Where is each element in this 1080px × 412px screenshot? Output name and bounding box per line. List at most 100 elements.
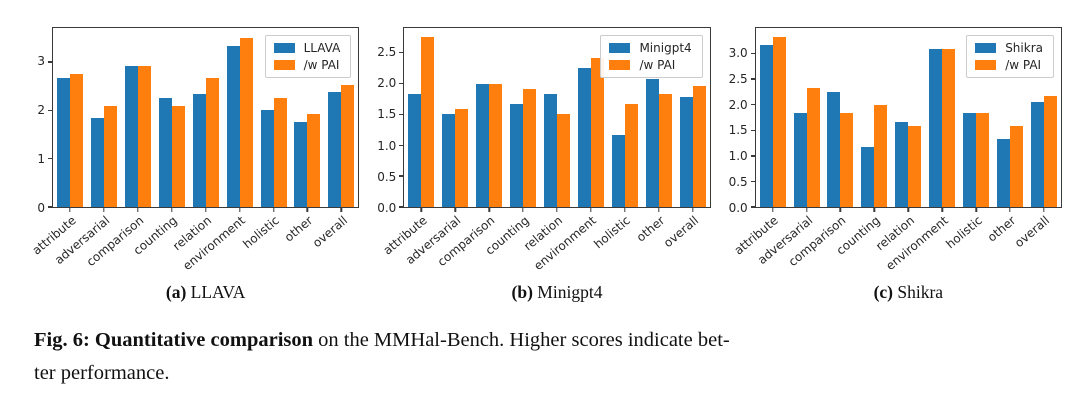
legend-label: Shikra (1005, 41, 1043, 55)
bar-group-comparison (827, 28, 854, 207)
y-axis: 0 1 2 3 (18, 27, 52, 214)
bar-group-other (645, 28, 672, 207)
sub-caption-b: (b) Minigpt4 (403, 282, 710, 303)
sub-caption-text: LLAVA (190, 282, 246, 302)
bar-attribute-pai (421, 37, 435, 207)
legend: Minigpt4/w PAI (600, 35, 703, 78)
sub-caption-label: (a) (165, 282, 187, 302)
bar-adversarial-pai (103, 106, 117, 207)
bar-other-pai (1010, 126, 1024, 207)
y-tick-mark (750, 78, 755, 80)
y-tick-mark (399, 82, 404, 85)
legend-item: /w PAI (609, 59, 691, 71)
x-tick-label: holistic (240, 213, 282, 252)
y-tick-mark (48, 157, 52, 160)
charts-row: 0 1 2 3 LLAVA/w PAI attribute adversarial com… (18, 14, 1062, 302)
x-tick-label: holistic (591, 213, 634, 252)
legend-item: Shikra (975, 42, 1043, 54)
bar-environment-pai (942, 49, 956, 207)
sub-caption-label: (b) (511, 282, 533, 302)
y-tick-label: 2.0 (377, 76, 397, 91)
bar-relation-base (192, 94, 206, 207)
bar-other-base (294, 122, 308, 207)
x-tick-mark (624, 208, 626, 212)
bar-group-other (997, 28, 1024, 207)
y-tick-mark (399, 206, 404, 208)
bar-holistic-base (611, 134, 625, 207)
x-tick-mark (306, 208, 309, 212)
x-tick-mark (873, 208, 876, 212)
plot-area: Minigpt4/w PAI attribute adversarial compa… (381, 27, 711, 273)
x-tick-mark (137, 208, 139, 212)
bar-comparison-base (476, 83, 490, 207)
x-tick-label: overall (1012, 213, 1053, 251)
sub-caption-label: (c) (873, 282, 893, 302)
y-tick-label: 0.5 (377, 169, 397, 184)
bar-adversarial-base (793, 113, 807, 207)
bar-counting-pai (523, 88, 537, 207)
chart-minigpt4: 0.0 0.5 1.0 1.5 2.0 2.5 Minigpt4/w PAI attrib… (369, 14, 711, 302)
y-tick-mark (750, 129, 755, 131)
x-tick-mark (590, 208, 592, 212)
bar-group-adversarial (442, 28, 469, 207)
y-tick-label: 0.0 (728, 201, 748, 215)
y-tick-label: 1.5 (728, 123, 748, 138)
bar-group-adversarial (793, 28, 820, 207)
sub-caption-a: (a) LLAVA (52, 282, 359, 303)
bar-adversarial-pai (455, 109, 469, 207)
bar-environment-base (929, 49, 943, 207)
bar-other-pai (658, 94, 672, 207)
y-tick-mark (48, 61, 52, 63)
bar-comparison-pai (137, 65, 151, 207)
bar-overall-base (1031, 102, 1045, 207)
y-tick-mark (750, 52, 755, 55)
x-tick-mark (839, 208, 842, 212)
bar-group-comparison (124, 28, 151, 207)
x-tick-mark (69, 208, 71, 212)
y-tick-label: 2 (37, 103, 45, 118)
bar-group-environment (929, 28, 956, 207)
y-tick-label: 1.5 (377, 107, 397, 122)
bar-relation-pai (908, 126, 922, 207)
bar-group-overall (679, 28, 706, 207)
figure-caption-bold: Fig. 6: Quantitative comparison (34, 329, 314, 351)
legend-swatch (609, 43, 631, 53)
bar-counting-pai (171, 106, 185, 207)
bar-group-overall (328, 28, 355, 207)
x-tick-mark (556, 208, 558, 212)
legend-label: /w PAI (1005, 58, 1042, 72)
y-tick-mark (750, 155, 755, 157)
x-tick-mark (103, 208, 105, 212)
bar-group-attribute (56, 28, 83, 207)
bar-group-adversarial (90, 28, 117, 207)
chart-shikra: 0.0 0.5 1.0 1.5 2.0 2.5 3.0 Shikra/w PAI attri… (721, 14, 1062, 302)
x-tick-mark (805, 208, 808, 212)
bar-other-pai (307, 114, 321, 207)
x-tick-mark (771, 208, 774, 212)
sub-caption-text: Minigpt4 (537, 282, 603, 302)
bar-counting-base (510, 103, 524, 207)
y-tick-mark (399, 144, 404, 146)
chart-shikra-area: 0.0 0.5 1.0 1.5 2.0 2.5 3.0 Shikra/w PAI attri… (721, 27, 1062, 273)
x-tick-mark (171, 208, 173, 212)
legend-item: /w PAI (975, 59, 1043, 71)
figure-caption-line2: ter performance. (34, 361, 170, 384)
y-tick-mark (399, 52, 404, 54)
chart-llava-area: 0 1 2 3 LLAVA/w PAI attribute adversarial com… (18, 27, 360, 273)
y-tick-label: 2.5 (728, 71, 748, 86)
bar-overall-pai (341, 84, 355, 207)
y-axis: 0.0 0.5 1.0 1.5 2.0 2.5 3.0 (721, 27, 755, 214)
legend-swatch (273, 60, 295, 70)
bar-other-base (997, 138, 1011, 207)
y-tick-label: 2.5 (377, 44, 397, 59)
x-tick-label: holistic (942, 213, 985, 252)
x-tick-mark (1009, 208, 1011, 212)
bar-comparison-pai (489, 83, 503, 207)
x-tick-label: overall (660, 213, 702, 251)
bar-overall-pai (692, 86, 706, 207)
x-tick-mark (238, 208, 241, 212)
y-tick-mark (750, 180, 755, 183)
y-tick-label: 0.5 (728, 175, 748, 190)
bar-environment-base (577, 68, 591, 207)
bar-relation-pai (556, 114, 570, 207)
